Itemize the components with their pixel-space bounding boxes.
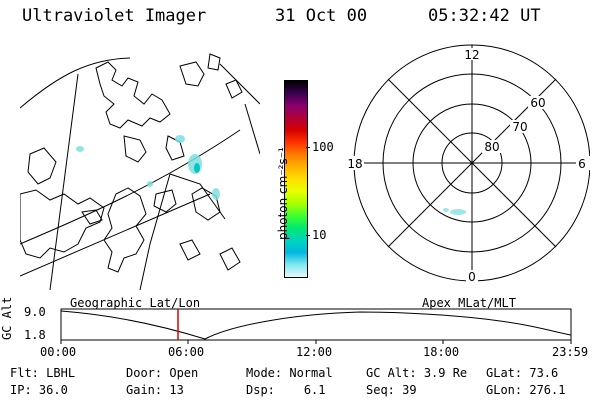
- mlat-label-80: 80: [484, 140, 499, 154]
- status-gain: Gain: 13: [126, 383, 184, 397]
- map-lon-line: [244, 103, 260, 155]
- status-mode: Mode: Normal: [246, 366, 333, 380]
- timeline-plot: [60, 308, 572, 344]
- status-gc-alt: GC Alt: 3.9 Re: [366, 366, 468, 380]
- mlt-label-12: 12: [464, 48, 479, 62]
- header-time: 05:32:42 UT: [428, 6, 541, 26]
- coastline-outlines: [20, 53, 243, 273]
- polar-aurora-emission: [443, 208, 466, 215]
- mlat-label-70: 70: [512, 120, 527, 134]
- status-door: Door: Open: [126, 366, 199, 380]
- colorbar: [284, 80, 308, 278]
- status-ip: IP: 36.0: [10, 383, 68, 397]
- map-lon-line: [169, 173, 226, 220]
- altitude-curve: [60, 310, 572, 340]
- colorbar-gradient: [285, 81, 307, 277]
- timeline-ytick-9: 9.0: [24, 305, 46, 319]
- mlt-label-0: 0: [468, 270, 476, 284]
- map-lon-line: [139, 173, 171, 290]
- timeline-xtick-0: 00:00: [40, 345, 77, 359]
- colorbar-tick-mark: [306, 235, 310, 236]
- timeline-xtick-24: 23:59: [552, 345, 589, 359]
- mlt-label-6: 6: [578, 157, 586, 171]
- timeline-left-title: Geographic Lat/Lon: [70, 296, 201, 310]
- status-glon: GLon: 276.1: [486, 383, 566, 397]
- map-lon-line: [49, 73, 79, 290]
- map-lat-line: [20, 193, 211, 277]
- map-lon-line: [219, 63, 260, 105]
- polar-plot: 12 18 6 0 60 70 80: [346, 44, 590, 284]
- status-dsp: Dsp: 6.1: [246, 383, 326, 397]
- status-filter: Flt: LBHL: [10, 366, 76, 380]
- map-lat-line: [20, 129, 241, 245]
- mlt-label-18: 18: [347, 157, 362, 171]
- geographic-map: [20, 53, 260, 290]
- colorbar-tick-100: 100: [312, 140, 334, 154]
- timeline-frame: [60, 308, 572, 341]
- status-seq: Seq: 39: [366, 383, 417, 397]
- mlat-label-60: 60: [530, 96, 545, 110]
- timeline-xtick-18: 18:00: [423, 345, 460, 359]
- timeline-xtick-12: 12:00: [296, 345, 333, 359]
- app-title: Ultraviolet Imager: [22, 6, 207, 26]
- colorbar-tick-10: 10: [312, 228, 327, 242]
- map-lat-line: [20, 57, 131, 109]
- timeline-ytick-1_8: 1.8: [24, 328, 46, 342]
- timeline-right-title: Apex MLat/MLT: [422, 296, 516, 310]
- colorbar-unit-label: photon cm⁻²s⁻¹: [276, 147, 290, 240]
- aurora-emission-bright: [194, 163, 200, 173]
- timeline-ylabel: GC Alt: [0, 296, 14, 340]
- colorbar-tick-mark: [306, 147, 310, 148]
- status-glat: GLat: 73.6: [486, 366, 559, 380]
- timeline-xtick-6: 06:00: [168, 345, 205, 359]
- header-date: 31 Oct 00: [275, 6, 368, 26]
